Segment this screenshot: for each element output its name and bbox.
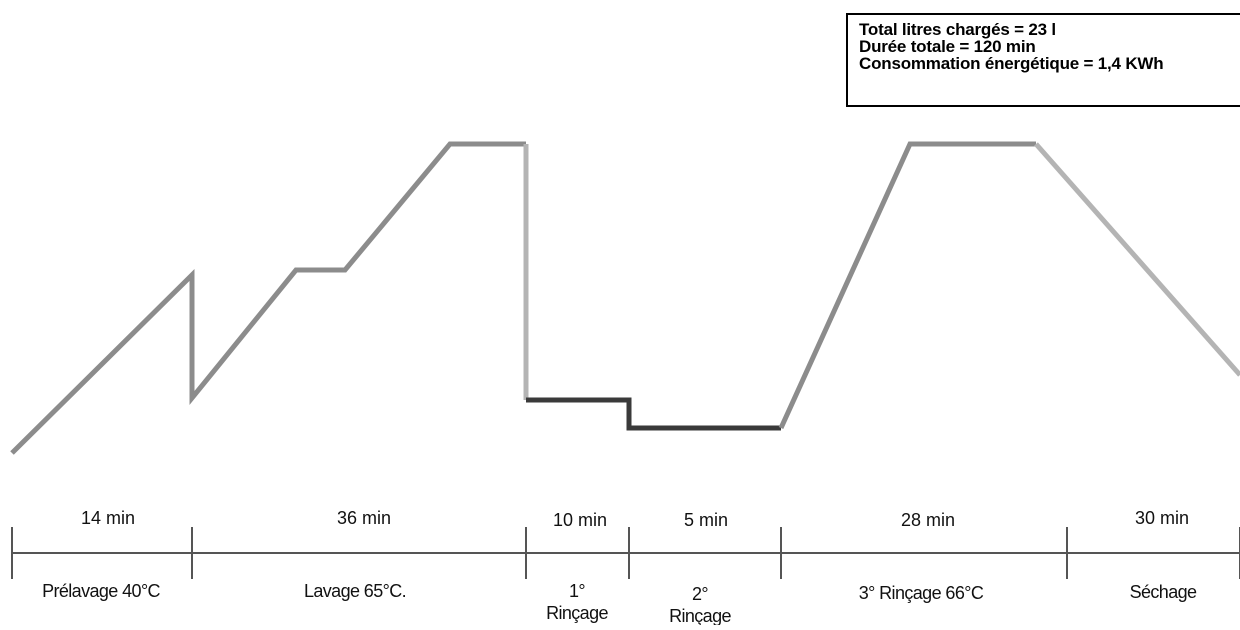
duration-wash: 36 min	[337, 508, 391, 528]
duration-drying: 30 min	[1135, 508, 1189, 528]
label-rinse-1: Rinçage	[546, 603, 608, 623]
duration-rinse-3: 28 min	[901, 510, 955, 530]
duration-rinse-1: 10 min	[553, 510, 607, 530]
label-rinse-2-number: 2°	[692, 584, 708, 604]
curve-drying-segment	[1034, 142, 1240, 377]
temperature-curve	[10, 141, 1240, 455]
phase-labels: Prélavage 40°C Lavage 65°C. 1° Rinçage 2…	[42, 581, 1198, 626]
label-prewash: Prélavage 40°C	[42, 581, 160, 601]
label-wash: Lavage 65°C.	[304, 581, 406, 601]
energy-consumption-text: Consommation énergétique = 1,4 KWh	[859, 54, 1164, 73]
curve-rinse-segment	[526, 397, 781, 431]
cycle-summary-box: Total litres chargés = 23 l Durée totale…	[846, 13, 1240, 107]
total-duration-text: Durée totale = 120 min	[859, 37, 1036, 56]
label-drying: Séchage	[1130, 582, 1197, 602]
duration-rinse-2: 5 min	[684, 510, 728, 530]
curve-final-rinse-rise-segment	[778, 141, 1036, 430]
label-rinse-3: 3° Rinçage 66°C	[859, 583, 984, 603]
label-rinse-2: Rinçage	[669, 606, 731, 625]
phase-durations: 14 min 36 min 10 min 5 min 28 min 30 min	[81, 508, 1189, 530]
curve-prewash-wash-segment	[10, 141, 526, 455]
duration-prewash: 14 min	[81, 508, 135, 528]
time-axis	[11, 527, 1240, 579]
total-litres-text: Total litres chargés = 23 l	[859, 20, 1056, 39]
label-rinse-1-number: 1°	[569, 581, 585, 601]
